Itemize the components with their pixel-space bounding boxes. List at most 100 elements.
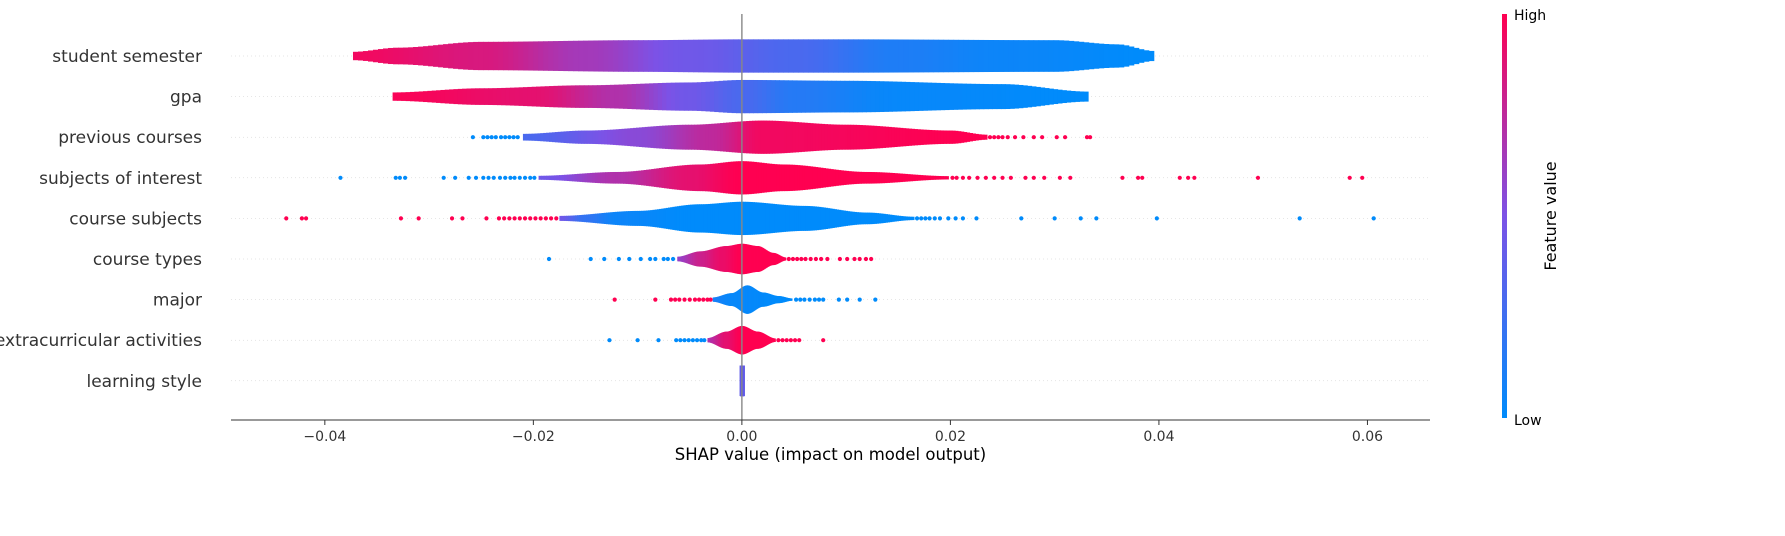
violin-slice: [914, 82, 920, 112]
violin-slice: [623, 171, 627, 184]
violin-slice: [575, 130, 579, 144]
violin-slice: [739, 243, 741, 275]
violin-slice: [853, 124, 858, 150]
violin-slice: [889, 172, 893, 183]
violin-slice: [683, 82, 689, 111]
violin-slice: [805, 205, 809, 231]
violin-slice: [659, 208, 662, 228]
violin-slice: [757, 246, 759, 272]
violin-slice: [777, 254, 779, 264]
violin-slice: [670, 125, 675, 150]
violin-slice: [870, 81, 876, 113]
violin-slice: [776, 253, 778, 265]
violin-slice: [694, 164, 698, 192]
outlier-dot: [1057, 175, 1062, 180]
violin-slice: [743, 161, 747, 195]
violin-slice: [953, 83, 959, 110]
violin-slice: [716, 247, 718, 271]
outlier-dot: [702, 338, 707, 343]
violin-slice: [643, 210, 647, 227]
outlier-dot: [701, 297, 706, 302]
outlier-dot: [974, 216, 979, 221]
violin-slice: [598, 130, 602, 145]
violin-slice: [735, 161, 739, 195]
violin-slice: [528, 41, 534, 71]
violin-slice: [940, 176, 944, 180]
outlier-dot: [303, 216, 309, 221]
violin-slice: [727, 202, 731, 235]
violin-slice: [677, 256, 680, 262]
violin-slice: [717, 123, 721, 152]
violin-slice: [751, 245, 754, 273]
violin-slice: [453, 89, 459, 105]
violin-slice: [888, 39, 895, 73]
violin-slice: [393, 47, 399, 65]
violin-slice: [1103, 44, 1110, 68]
violin-slice: [438, 44, 444, 68]
violin-slice: [840, 80, 846, 113]
outlier-dot: [1078, 216, 1083, 221]
outlier-dot: [507, 216, 512, 221]
violin-slice: [758, 162, 762, 194]
violin-slice: [943, 130, 947, 144]
violin-slice: [851, 171, 855, 185]
violin-slice: [876, 213, 880, 224]
violin-slice: [935, 175, 939, 180]
violin-slice: [618, 129, 623, 146]
violin-slice: [678, 39, 684, 73]
violin-slice: [648, 210, 651, 227]
violin-slice: [774, 164, 778, 192]
violin-slice: [427, 90, 433, 103]
violin-slice: [453, 43, 459, 69]
violin-slice: [949, 130, 953, 144]
violin-slice: [789, 121, 794, 153]
violin-slice: [496, 88, 502, 106]
violin-slice: [705, 250, 707, 268]
outlier-dot: [987, 135, 993, 140]
outlier-dot: [1094, 216, 1099, 221]
violin-slice: [749, 245, 752, 273]
violin-slice: [876, 172, 880, 184]
violin-slice: [1048, 88, 1054, 105]
outlier-dot: [1088, 135, 1093, 140]
violin-slice: [648, 169, 652, 187]
violin-slice: [699, 124, 704, 150]
violin-slice: [760, 120, 765, 154]
violin-slice: [541, 175, 545, 180]
violin-slice: [703, 204, 707, 233]
violin-slice: [930, 175, 934, 180]
violin-slice: [746, 121, 750, 154]
violin-slice: [940, 130, 944, 144]
violin-slice: [569, 131, 573, 144]
violin-slice: [710, 203, 713, 233]
violin-slice: [687, 204, 691, 232]
violin-slice: [783, 204, 787, 232]
outlier-dot: [522, 216, 528, 221]
outlier-dot: [616, 256, 621, 262]
violin-slice: [753, 161, 757, 194]
violin-slice: [436, 90, 442, 103]
violin-slice: [548, 175, 552, 181]
violin-slice: [610, 212, 614, 225]
violin-course-subjects: [559, 201, 915, 236]
violin-slice: [1014, 84, 1020, 109]
violin-slice: [735, 79, 741, 114]
feature-label-extracurricular-activities: extracurricular activities: [0, 331, 202, 351]
violin-slice: [662, 125, 666, 149]
violin-slice: [845, 210, 849, 226]
violin-slice: [747, 244, 749, 274]
violin-slice: [902, 128, 907, 147]
violin-slice: [820, 167, 824, 188]
violin-slice: [713, 39, 719, 73]
outlier-dot: [470, 135, 475, 140]
violin-slice: [699, 204, 702, 233]
violin-slice: [753, 245, 755, 273]
violin-slice: [769, 203, 773, 234]
violin-slice: [804, 165, 809, 190]
violin-slice: [932, 175, 937, 180]
violin-slice: [815, 167, 819, 189]
violin-slice: [892, 81, 898, 112]
violin-slice: [675, 82, 681, 111]
violin-slice: [692, 164, 696, 191]
violin-slice: [730, 202, 733, 235]
